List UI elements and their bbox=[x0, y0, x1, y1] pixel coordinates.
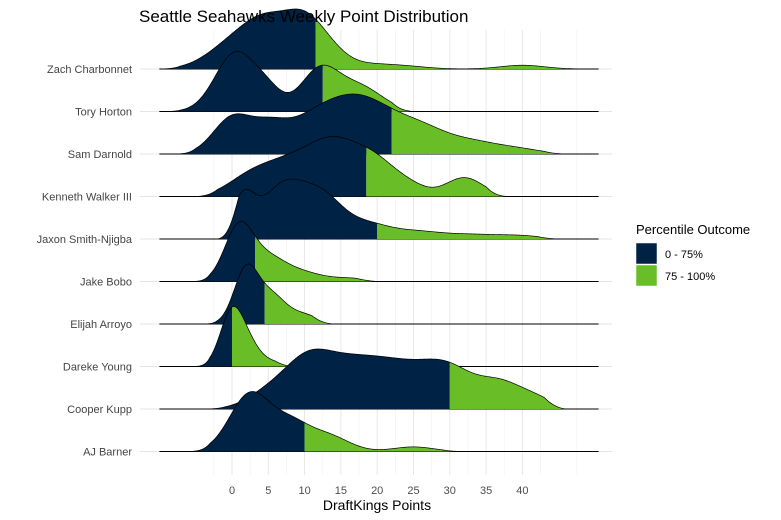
x-axis-ticks: 0 5 10 15 20 25 30 35 40 bbox=[229, 485, 529, 497]
ridge-cooper-kupp bbox=[159, 348, 599, 410]
y-label: Kenneth Walker III bbox=[42, 192, 132, 204]
ridge-area-high bbox=[315, 19, 595, 69]
y-label: Elijah Arroyo bbox=[70, 319, 132, 331]
y-label: Jaxon Smith-Njigba bbox=[37, 234, 133, 246]
x-tick-label: 10 bbox=[298, 485, 310, 497]
ridge-area-low bbox=[188, 307, 232, 367]
ridge-area-low bbox=[159, 51, 323, 112]
y-label: Tory Horton bbox=[75, 107, 132, 119]
ridge-aj-barner bbox=[159, 391, 599, 452]
ridge-area-high bbox=[264, 282, 334, 324]
ridge-outline bbox=[188, 391, 465, 452]
ridge-area-high bbox=[366, 147, 508, 197]
x-tick-label: 5 bbox=[265, 485, 271, 497]
ridge-area-low bbox=[188, 391, 305, 452]
ridge-outline bbox=[173, 93, 566, 155]
chart-title: Seattle Seahawks Weekly Point Distributi… bbox=[139, 7, 468, 26]
ridge-area-low bbox=[195, 136, 367, 197]
x-tick-label: 40 bbox=[516, 485, 528, 497]
ridge-area-high bbox=[449, 362, 566, 409]
ridge-outline bbox=[195, 136, 508, 197]
ridge-area-high bbox=[255, 235, 378, 282]
x-tick-label: 30 bbox=[444, 485, 456, 497]
y-label: Cooper Kupp bbox=[67, 404, 132, 416]
y-label: Zach Charbonnet bbox=[47, 64, 132, 76]
ridge-area-low bbox=[195, 264, 265, 324]
x-tick-label: 25 bbox=[407, 485, 419, 497]
legend-label: 0 - 75% bbox=[665, 249, 703, 261]
legend-title: Percentile Outcome bbox=[636, 222, 750, 237]
y-axis-labels: Zach Charbonnet Tory Horton Sam Darnold Ken… bbox=[37, 64, 133, 459]
ridge-area-high bbox=[232, 306, 298, 367]
x-axis-title: DraftKings Points bbox=[323, 497, 431, 513]
ridge-outline bbox=[195, 263, 334, 325]
ridge-kenneth-walker-iii bbox=[159, 136, 599, 197]
y-label: Dareke Young bbox=[63, 362, 132, 374]
ridge-area-low bbox=[202, 349, 450, 409]
ridge-outline bbox=[159, 51, 414, 112]
y-label: Sam Darnold bbox=[68, 149, 132, 161]
ridge-outline bbox=[188, 306, 298, 367]
x-tick-label: 35 bbox=[480, 485, 492, 497]
legend-swatch bbox=[635, 264, 658, 287]
density-ridges bbox=[159, 8, 599, 452]
ridge-outline bbox=[217, 178, 559, 240]
ridge-area-low bbox=[188, 221, 256, 282]
x-tick-label: 20 bbox=[371, 485, 383, 497]
ridge-outline bbox=[202, 348, 567, 410]
ridge-outline bbox=[159, 8, 595, 70]
y-label: Jake Bobo bbox=[80, 277, 132, 289]
x-tick-label: 0 bbox=[229, 485, 235, 497]
y-label: AJ Barner bbox=[83, 447, 132, 459]
ridge-area-high bbox=[391, 108, 566, 154]
ridge-area-low bbox=[159, 9, 316, 69]
x-tick-label: 15 bbox=[335, 485, 347, 497]
ridge-area-low bbox=[217, 179, 378, 239]
ridge-area-high bbox=[304, 422, 465, 452]
ridge-outline bbox=[188, 221, 378, 282]
ridge-jake-bobo bbox=[159, 221, 599, 282]
legend-swatch bbox=[635, 242, 658, 265]
legend-label: 75 - 100% bbox=[665, 271, 715, 283]
legend: Percentile Outcome 0 - 75% 75 - 100% bbox=[635, 222, 750, 287]
